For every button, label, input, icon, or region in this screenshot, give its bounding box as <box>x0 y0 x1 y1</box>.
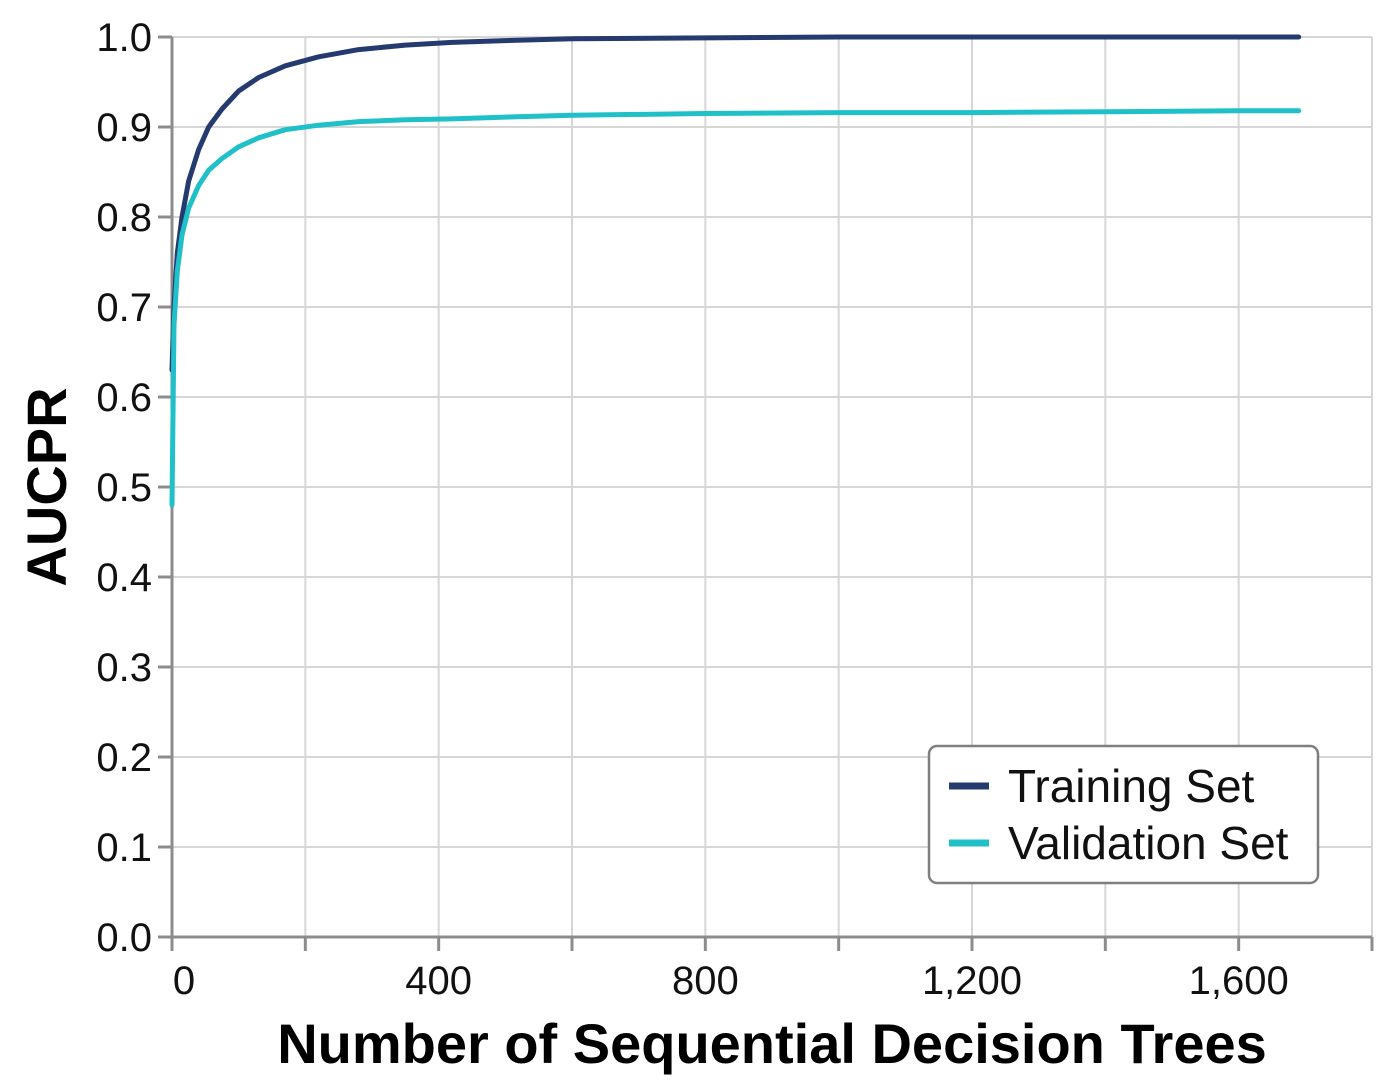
y-tick-label-9: 0.9 <box>96 106 152 150</box>
y-tick-label-4: 0.4 <box>96 556 152 600</box>
series-line-1 <box>169 108 1302 508</box>
x-tick-label-2: 800 <box>672 959 739 1003</box>
legend-label-1: Validation Set <box>1008 817 1289 869</box>
legend-box <box>927 744 1320 885</box>
y-axis-title: AUCPR <box>15 387 78 586</box>
axes: 0.0 0.1 0.2 0.3 0.4 0.5 0.6 0.7 0.8 0.9 1.0 0 400 800… <box>96 16 1374 1003</box>
y-tick-label-1: 0.1 <box>96 826 152 870</box>
x-tick-label-1: 400 <box>405 959 472 1003</box>
y-tick-label-8: 0.8 <box>96 196 152 240</box>
y-tick-label-2: 0.2 <box>96 736 152 780</box>
y-tick-label-6: 0.6 <box>96 376 152 420</box>
y-tick-label-5: 0.5 <box>96 466 152 510</box>
y-tick-label-0: 0.0 <box>96 916 152 960</box>
legend-label-0: Training Set <box>1008 760 1255 812</box>
series-group <box>169 34 1302 508</box>
series-line-0 <box>169 34 1302 373</box>
x-axis-title: Number of Sequential Decision Trees <box>277 1012 1267 1075</box>
x-tick-label-4: 1,600 <box>1189 959 1289 1003</box>
x-tick-label-3: 1,200 <box>922 959 1022 1003</box>
x-tick-label-0: 0 <box>173 959 195 1003</box>
y-tick-label-3: 0.3 <box>96 646 152 690</box>
y-tick-label-7: 0.7 <box>96 286 152 330</box>
grid <box>172 36 1373 937</box>
y-tick-label-10: 1.0 <box>96 16 152 60</box>
